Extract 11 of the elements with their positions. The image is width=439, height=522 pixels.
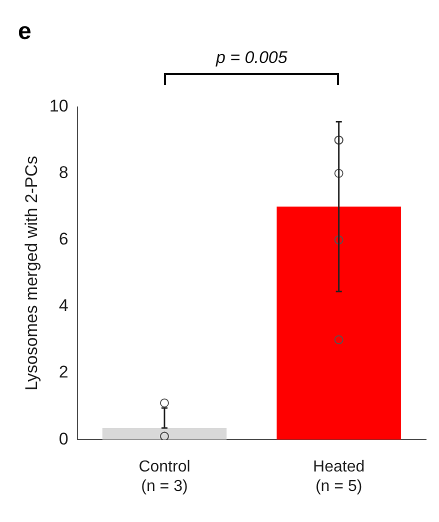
y-tick-label: 10 [49, 96, 68, 116]
chart-title: e [18, 18, 32, 46]
y-tick-label: 0 [58, 429, 68, 448]
y-tick-label: 8 [58, 163, 68, 182]
y-tick-label: 4 [58, 296, 68, 316]
x-tick-label: Heated (n = 5) [313, 458, 365, 495]
x-tick-label: Control (n = 3) [138, 458, 190, 495]
y-tick-label: 2 [58, 362, 68, 382]
y-tick-label: 6 [58, 230, 68, 249]
text: p = 0.005 [214, 48, 288, 68]
y-axis-title: Lysosomes merged with 2-PCs [22, 156, 41, 391]
